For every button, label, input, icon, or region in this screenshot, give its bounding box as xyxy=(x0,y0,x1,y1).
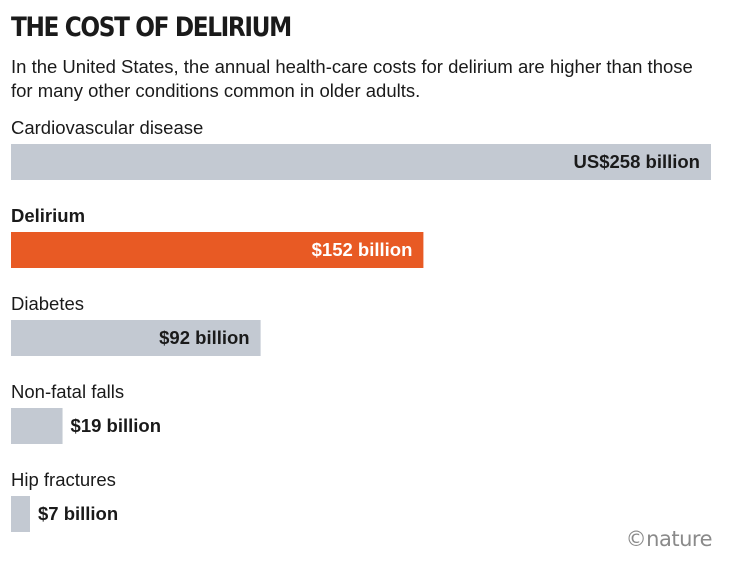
value-label-non-fatal-falls: $19 billion xyxy=(71,415,161,436)
bar-diabetes xyxy=(11,320,261,356)
category-label-diabetes: Diabetes xyxy=(11,293,84,314)
category-label-delirium: Delirium xyxy=(11,205,85,226)
chart-title: THE COST OF DELIRIUM xyxy=(11,12,292,43)
value-label-diabetes: $92 billion xyxy=(159,327,249,348)
bar-cardiovascular-disease xyxy=(11,144,711,180)
value-label-cardiovascular-disease: US$258 billion xyxy=(574,151,700,172)
category-label-non-fatal-falls: Non-fatal falls xyxy=(11,381,124,402)
category-label-hip-fractures: Hip fractures xyxy=(11,469,116,490)
bar-non-fatal-falls xyxy=(11,408,63,444)
category-label-cardiovascular-disease: Cardiovascular disease xyxy=(11,117,203,138)
value-label-hip-fractures: $7 billion xyxy=(38,503,118,524)
value-label-delirium: $152 billion xyxy=(312,239,413,260)
nature-credit: ©nature xyxy=(625,527,713,551)
bar-hip-fractures xyxy=(11,496,30,532)
chart-subtitle: In the United States, the annual health-… xyxy=(11,56,693,101)
bar-delirium xyxy=(11,232,424,268)
